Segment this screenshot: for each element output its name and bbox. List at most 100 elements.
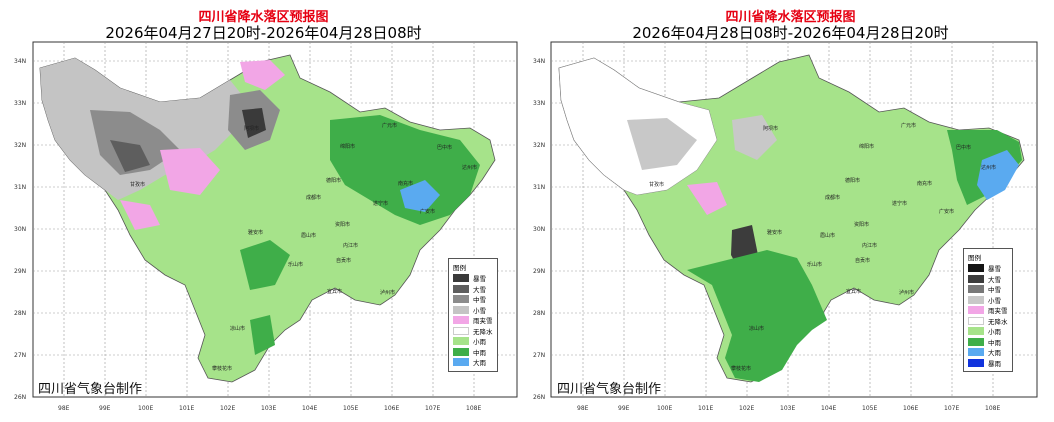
legend-swatch (968, 295, 984, 304)
legend-row: 大雨 (453, 357, 493, 368)
legend-label: 小雨 (473, 338, 486, 347)
svg-text:104E: 104E (821, 405, 836, 412)
legend-swatch (453, 316, 469, 325)
legend-label: 大雨 (473, 359, 486, 368)
svg-text:泸州市: 泸州市 (899, 289, 914, 296)
legend-label: 小雪 (988, 296, 1001, 305)
svg-text:100E: 100E (657, 405, 672, 412)
legend-row: 暴雪 (968, 263, 1008, 274)
svg-text:内江市: 内江市 (343, 242, 358, 249)
legend-row: 小雨 (453, 336, 493, 347)
svg-text:102E: 102E (739, 405, 754, 412)
legend-swatch (968, 264, 984, 273)
right-lat-ticks: 34N 33N 32N 31N 30N 29N 28N 27N 26N (533, 58, 545, 401)
right-map-title: 四川省降水落区预报图 (725, 10, 856, 25)
svg-text:乐山市: 乐山市 (807, 261, 822, 268)
svg-text:103E: 103E (780, 405, 795, 412)
svg-text:广安市: 广安市 (939, 208, 954, 215)
legend-title: 图例 (968, 254, 981, 262)
svg-text:凉山市: 凉山市 (749, 325, 764, 332)
left-lon-ticks: 98E 99E 100E 101E 102E 103E 104E 105E 106E 10… (58, 405, 481, 412)
legend-label: 中雪 (473, 296, 486, 305)
svg-text:巴中市: 巴中市 (437, 144, 452, 151)
legend-label: 暴雪 (473, 275, 486, 284)
legend-label: 无降水 (473, 327, 493, 336)
legend-swatch (968, 348, 984, 357)
right-map-period: 2026年04月28日08时-2026年04月28日20时 (632, 24, 949, 42)
svg-text:103E: 103E (261, 405, 276, 412)
svg-text:宜宾市: 宜宾市 (846, 288, 861, 295)
svg-text:31N: 31N (14, 184, 26, 191)
left-map: 阿坝市 绵阳市 广元市 巴中市 达州市 南充市 德阳市 遂宁市 成都市 广安市 … (14, 41, 518, 412)
legend-row: 中雨 (453, 347, 493, 358)
legend-row: 大雪 (453, 284, 493, 295)
svg-text:106E: 106E (903, 405, 918, 412)
svg-text:资阳市: 资阳市 (854, 221, 869, 228)
svg-text:自贡市: 自贡市 (336, 257, 351, 264)
svg-text:105E: 105E (862, 405, 877, 412)
svg-text:雅安市: 雅安市 (767, 229, 782, 236)
legend-label: 大雪 (473, 285, 486, 294)
legend-row: 无降水 (968, 316, 1008, 327)
svg-text:成都市: 成都市 (825, 194, 840, 201)
moderate-rain-region (687, 250, 827, 382)
svg-text:98E: 98E (577, 405, 589, 412)
legend-swatch (453, 274, 469, 283)
svg-text:广安市: 广安市 (420, 208, 435, 215)
svg-text:绵阳市: 绵阳市 (859, 143, 874, 150)
svg-text:成都市: 成都市 (306, 194, 321, 201)
svg-text:105E: 105E (343, 405, 358, 412)
svg-text:108E: 108E (985, 405, 1000, 412)
legend-label: 暴雪 (988, 265, 1001, 274)
legend-swatch (453, 305, 469, 314)
svg-text:102E: 102E (220, 405, 235, 412)
legend-label: 小雪 (473, 306, 486, 315)
svg-text:32N: 32N (533, 142, 545, 149)
legend-swatch (968, 306, 984, 315)
right-forecast-panel: 阿坝市 绵阳市 广元市 巴中市 达州市 南充市 德阳市 遂宁市 成都市 广安市 … (527, 0, 1054, 422)
svg-text:甘孜市: 甘孜市 (130, 181, 145, 188)
svg-text:27N: 27N (533, 352, 545, 359)
svg-text:遂宁市: 遂宁市 (373, 200, 388, 207)
legend-row: 大雪 (968, 274, 1008, 285)
svg-text:28N: 28N (14, 310, 26, 317)
svg-text:26N: 26N (533, 394, 545, 401)
svg-text:100E: 100E (138, 405, 153, 412)
svg-text:资阳市: 资阳市 (335, 221, 350, 228)
heavy-rain-region (400, 180, 440, 212)
svg-text:34N: 34N (14, 58, 26, 65)
legend-row: 大雨 (968, 347, 1008, 358)
left-city-labels: 阿坝市 绵阳市 广元市 巴中市 达州市 南充市 德阳市 遂宁市 成都市 广安市 … (130, 122, 477, 372)
svg-text:26N: 26N (14, 394, 26, 401)
legend-swatch (968, 358, 984, 367)
svg-text:眉山市: 眉山市 (820, 232, 835, 239)
svg-text:广元市: 广元市 (382, 122, 397, 129)
right-map: 阿坝市 绵阳市 广元市 巴中市 达州市 南充市 德阳市 遂宁市 成都市 广安市 … (533, 41, 1038, 412)
legend-row: 小雪 (453, 305, 493, 316)
svg-text:遂宁市: 遂宁市 (892, 200, 907, 207)
left-legend: 图例 暴雪 大雪 中雪 小雪 雨夹雪 无降水 小雨 中雨 大雨 (448, 258, 498, 372)
legend-row: 中雨 (968, 337, 1008, 348)
svg-text:30N: 30N (14, 226, 26, 233)
svg-text:30N: 30N (533, 226, 545, 233)
svg-text:107E: 107E (944, 405, 959, 412)
legend-label: 小雨 (988, 328, 1001, 337)
heavy-rain-region (977, 150, 1019, 200)
left-lat-ticks: 34N 33N 32N 31N 30N 29N 28N 27N 26N (14, 58, 26, 401)
svg-text:内江市: 内江市 (862, 242, 877, 249)
legend-label: 中雨 (988, 338, 1001, 347)
legend-row: 中雪 (968, 284, 1008, 295)
svg-text:33N: 33N (14, 100, 26, 107)
legend-row: 雨夹雪 (968, 305, 1008, 316)
legend-swatch (453, 347, 469, 356)
left-forecast-panel: 阿坝市 绵阳市 广元市 巴中市 达州市 南充市 德阳市 遂宁市 成都市 广安市 … (14, 10, 518, 412)
svg-text:攀枝花市: 攀枝花市 (212, 365, 232, 372)
legend-swatch (968, 316, 984, 325)
svg-text:巴中市: 巴中市 (956, 144, 971, 151)
svg-text:阿坝市: 阿坝市 (763, 125, 778, 132)
svg-text:宜宾市: 宜宾市 (327, 288, 342, 295)
legend-label: 中雪 (988, 286, 1001, 295)
svg-text:甘孜市: 甘孜市 (649, 181, 664, 188)
legend-swatch (453, 337, 469, 346)
svg-text:98E: 98E (58, 405, 70, 412)
